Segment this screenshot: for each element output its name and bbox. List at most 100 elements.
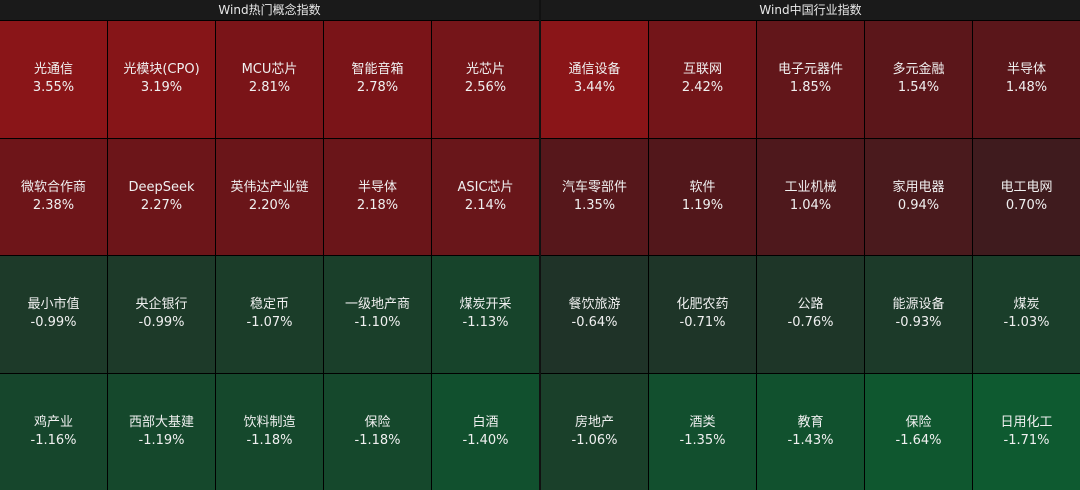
cell-label: ASIC芯片	[457, 179, 514, 195]
cell-value: 3.19%	[140, 80, 183, 96]
heatmap-cell[interactable]: 鸡产业 -1.16%	[0, 373, 107, 490]
cell-value: -1.18%	[354, 432, 401, 448]
heatmap-cell[interactable]: 教育 -1.43%	[757, 373, 864, 490]
cell-label: 能源设备	[892, 297, 945, 313]
cell-value: 2.42%	[681, 80, 724, 96]
heatmap-cell[interactable]: 汽车零部件 1.35%	[541, 138, 648, 255]
cell-value: 1.19%	[681, 197, 724, 213]
heatmap-cell[interactable]: 电子元器件 1.85%	[757, 21, 864, 138]
cell-label: 半导体	[357, 179, 397, 195]
heatmap-cell[interactable]: 多元金融 1.54%	[865, 21, 972, 138]
heatmap-cell[interactable]: 一级地产商 -1.10%	[324, 256, 431, 373]
heatmap-cell[interactable]: 光芯片 2.56%	[432, 21, 539, 138]
heatmap-cell[interactable]: 光通信 3.55%	[0, 21, 107, 138]
cell-label: DeepSeek	[128, 179, 195, 195]
heatmap-cell[interactable]: 保险 -1.64%	[865, 373, 972, 490]
cell-label: 通信设备	[568, 62, 621, 78]
cell-value: -0.76%	[787, 315, 834, 331]
cell-value: -1.43%	[787, 432, 834, 448]
heatmap-cell[interactable]: 饮料制造 -1.18%	[216, 373, 323, 490]
cell-value: -0.64%	[571, 315, 618, 331]
cell-value: 1.35%	[573, 197, 616, 213]
cell-value: -1.16%	[30, 432, 77, 448]
heatmap-cell[interactable]: 工业机械 1.04%	[757, 138, 864, 255]
cell-value: 2.38%	[32, 197, 75, 213]
heatmap-cell[interactable]: 化肥农药 -0.71%	[649, 256, 756, 373]
cell-label: 电子元器件	[777, 62, 843, 78]
heatmap-cell[interactable]: ASIC芯片 2.14%	[432, 138, 539, 255]
heatmap-cell[interactable]: 最小市值 -0.99%	[0, 256, 107, 373]
cell-label: 稳定币	[249, 297, 289, 313]
cell-label: 化肥农药	[676, 297, 729, 313]
cell-label: 工业机械	[784, 179, 837, 195]
cell-value: 2.56%	[464, 80, 507, 96]
heatmap-cell[interactable]: 煤炭开采 -1.13%	[432, 256, 539, 373]
heatmap-cell[interactable]: 保险 -1.18%	[324, 373, 431, 490]
cell-label: 互联网	[682, 62, 722, 78]
cell-label: 公路	[797, 297, 824, 313]
heatmap-cell[interactable]: 西部大基建 -1.19%	[108, 373, 215, 490]
heatmap-cell[interactable]: 央企银行 -0.99%	[108, 256, 215, 373]
cell-value: 1.85%	[789, 80, 832, 96]
cell-label: MCU芯片	[241, 62, 298, 78]
heatmap-cell[interactable]: MCU芯片 2.81%	[216, 21, 323, 138]
cell-value: -1.13%	[462, 315, 509, 331]
cell-value: -1.40%	[462, 432, 509, 448]
cell-label: 西部大基建	[128, 414, 194, 430]
heatmap-cell[interactable]: 稳定币 -1.07%	[216, 256, 323, 373]
cell-value: -1.07%	[246, 315, 293, 331]
cell-value: 1.04%	[789, 197, 832, 213]
cell-label: 饮料制造	[243, 414, 296, 430]
heatmap-cell[interactable]: 公路 -0.76%	[757, 256, 864, 373]
industry-index-panel: Wind中国行业指数 通信设备 3.44% 互联网 2.42% 电子元器件 1.85% 多元…	[541, 0, 1080, 490]
cell-label: 酒类	[689, 414, 716, 430]
heatmap-cell[interactable]: 通信设备 3.44%	[541, 21, 648, 138]
heatmap-cell[interactable]: 能源设备 -0.93%	[865, 256, 972, 373]
cell-value: 1.54%	[897, 80, 940, 96]
cell-label: 一级地产商	[344, 297, 410, 313]
heatmap-cell[interactable]: 房地产 -1.06%	[541, 373, 648, 490]
cell-label: 汽车零部件	[561, 179, 627, 195]
heatmap-cell[interactable]: 酒类 -1.35%	[649, 373, 756, 490]
cell-label: 智能音箱	[351, 62, 404, 78]
cell-label: 光模块(CPO)	[123, 62, 200, 78]
cell-value: 2.20%	[248, 197, 291, 213]
cell-value: 2.27%	[140, 197, 183, 213]
heatmap-cell[interactable]: 微软合作商 2.38%	[0, 138, 107, 255]
heatmap-cell[interactable]: 电工电网 0.70%	[973, 138, 1080, 255]
heatmap-cell[interactable]: 半导体 1.48%	[973, 21, 1080, 138]
concept-index-title: Wind热门概念指数	[0, 0, 539, 21]
cell-value: -1.71%	[1003, 432, 1050, 448]
heatmap-cell[interactable]: DeepSeek 2.27%	[108, 138, 215, 255]
heatmap-cell[interactable]: 软件 1.19%	[649, 138, 756, 255]
cell-label: 央企银行	[135, 297, 188, 313]
heatmap-cell[interactable]: 光模块(CPO) 3.19%	[108, 21, 215, 138]
cell-label: 煤炭	[1013, 297, 1040, 313]
heatmap-cell[interactable]: 家用电器 0.94%	[865, 138, 972, 255]
cell-label: 光通信	[33, 62, 73, 78]
heatmap-cell[interactable]: 互联网 2.42%	[649, 21, 756, 138]
heatmap-cell[interactable]: 日用化工 -1.71%	[973, 373, 1080, 490]
cell-value: 2.78%	[356, 80, 399, 96]
cell-value: 1.48%	[1005, 80, 1048, 96]
concept-index-grid: 光通信 3.55% 光模块(CPO) 3.19% MCU芯片 2.81% 智能音箱 2.78%…	[0, 21, 539, 490]
cell-label: 保险	[905, 414, 932, 430]
industry-index-title: Wind中国行业指数	[541, 0, 1080, 21]
heatmap-cell[interactable]: 半导体 2.18%	[324, 138, 431, 255]
cell-value: -0.99%	[30, 315, 77, 331]
industry-index-grid: 通信设备 3.44% 互联网 2.42% 电子元器件 1.85% 多元金融 1.54% 半导体 1…	[541, 21, 1080, 490]
cell-value: 2.18%	[356, 197, 399, 213]
cell-value: -1.06%	[571, 432, 618, 448]
cell-label: 白酒	[472, 414, 499, 430]
heatmap-cell[interactable]: 智能音箱 2.78%	[324, 21, 431, 138]
concept-index-panel: Wind热门概念指数 光通信 3.55% 光模块(CPO) 3.19% MCU芯片 2.8…	[0, 0, 541, 490]
cell-label: 半导体	[1006, 62, 1046, 78]
heatmap-cell[interactable]: 餐饮旅游 -0.64%	[541, 256, 648, 373]
heatmap-cell[interactable]: 英伟达产业链 2.20%	[216, 138, 323, 255]
cell-value: 3.55%	[32, 80, 75, 96]
cell-label: 家用电器	[892, 179, 945, 195]
cell-value: -1.64%	[895, 432, 942, 448]
heatmap-cell[interactable]: 白酒 -1.40%	[432, 373, 539, 490]
heatmap-cell[interactable]: 煤炭 -1.03%	[973, 256, 1080, 373]
